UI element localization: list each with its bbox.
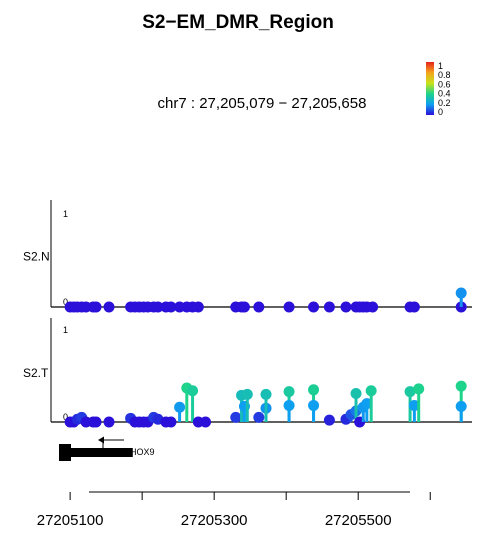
gene-label: HOX9 xyxy=(130,447,155,457)
gene-body xyxy=(59,448,133,457)
data-point xyxy=(230,411,242,423)
colorbar-label: 1 xyxy=(438,61,443,71)
data-point xyxy=(413,383,425,395)
panel-s2-n: 0 1 S2.N xyxy=(23,200,472,313)
x-tick-label: 27205300 xyxy=(181,512,248,529)
y-tick-label: 1 xyxy=(63,209,68,219)
data-point xyxy=(260,388,272,400)
y-tick-label: 0 xyxy=(63,297,68,307)
x-tick-label: 27205100 xyxy=(37,512,104,529)
x-axis: 27205100 27205300 27205500 xyxy=(37,491,431,529)
data-point xyxy=(174,401,186,413)
data-point xyxy=(308,301,320,313)
data-point xyxy=(152,301,164,313)
chart-title: S2−EM_DMR_Region xyxy=(142,12,334,33)
data-point xyxy=(323,414,335,426)
data-point xyxy=(283,301,295,313)
data-point xyxy=(365,385,377,397)
sample-label: S2.N xyxy=(23,250,50,264)
data-point xyxy=(200,416,212,428)
sample-label: S2.T xyxy=(23,366,49,380)
data-point xyxy=(340,301,352,313)
colorbar-label: 0.8 xyxy=(438,70,451,80)
data-point xyxy=(103,301,115,313)
data-point xyxy=(283,386,295,398)
data-point xyxy=(241,388,253,400)
gene-exon xyxy=(59,444,71,461)
colorbar-label: 0.2 xyxy=(438,98,451,108)
data-point xyxy=(165,416,177,428)
colorbar-label: 0 xyxy=(438,107,443,117)
data-point xyxy=(455,287,467,299)
colorbar xyxy=(426,62,434,115)
y-tick-label: 0 xyxy=(63,412,68,422)
data-point xyxy=(283,399,295,411)
data-point xyxy=(350,387,362,399)
data-point xyxy=(361,398,373,410)
data-point xyxy=(323,301,335,313)
data-point xyxy=(455,400,467,412)
data-point xyxy=(308,384,320,396)
data-point xyxy=(408,399,420,411)
data-point xyxy=(165,301,177,313)
strand-arrow-head xyxy=(98,436,104,444)
data-point xyxy=(253,301,265,313)
data-point xyxy=(238,301,250,313)
chart-subtitle: chr7 : 27,205,079 − 27,205,658 xyxy=(158,95,367,112)
gene-track-hox9: HOX9 xyxy=(59,436,155,461)
data-point xyxy=(90,301,102,313)
y-tick-label: 1 xyxy=(63,325,68,335)
data-point xyxy=(367,301,379,313)
data-point xyxy=(192,301,204,313)
data-point xyxy=(103,416,115,428)
data-point xyxy=(455,380,467,392)
data-point xyxy=(187,385,199,397)
colorbar-legend: 10.80.60.40.20 xyxy=(426,61,451,117)
data-point xyxy=(408,301,420,313)
data-point xyxy=(404,386,416,398)
data-point xyxy=(90,416,102,428)
colorbar-label: 0.6 xyxy=(438,79,451,89)
colorbar-label: 0.4 xyxy=(438,89,451,99)
x-tick-label: 27205500 xyxy=(325,512,392,529)
panel-s2-t: 0 1 S2.T xyxy=(23,318,472,428)
data-point xyxy=(253,411,265,423)
data-point xyxy=(308,399,320,411)
